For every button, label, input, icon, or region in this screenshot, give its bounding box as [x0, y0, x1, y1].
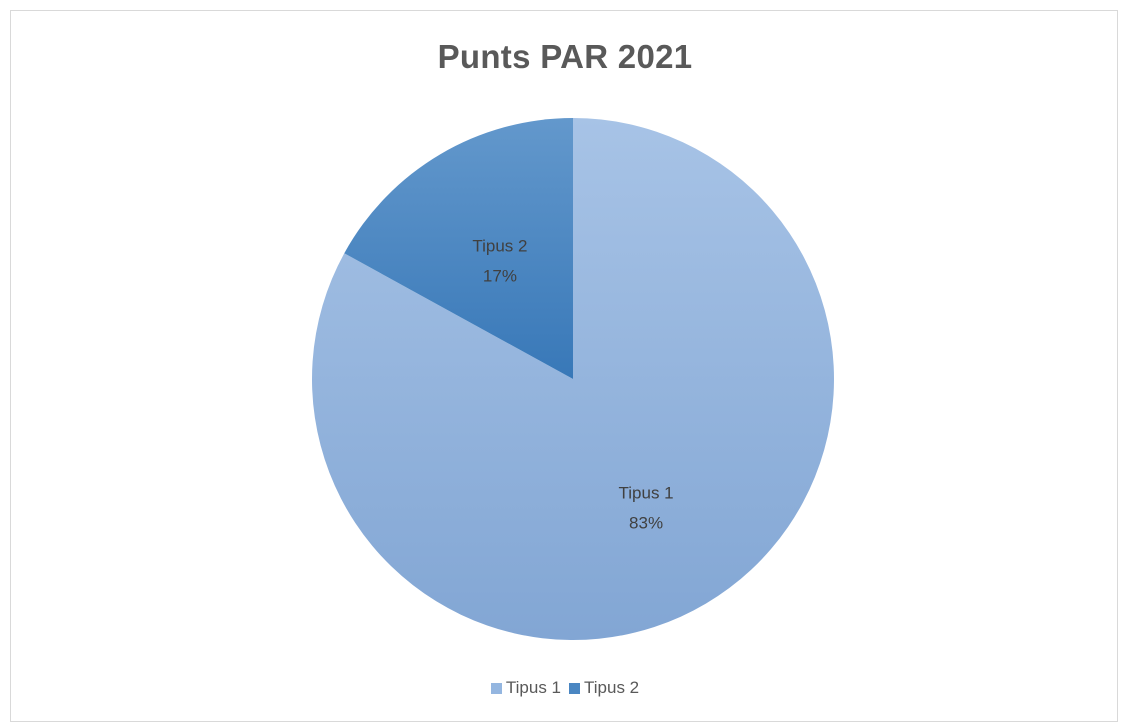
- data-label-percent-tipus-1: 83%: [629, 514, 663, 533]
- legend: Tipus 1 Tipus 2: [0, 678, 1130, 698]
- data-label-percent-tipus-2: 17%: [483, 266, 517, 285]
- data-label-name-tipus-2: Tipus 2: [472, 236, 527, 255]
- legend-label-tipus-2: Tipus 2: [584, 678, 640, 697]
- legend-item-tipus-2: Tipus 2: [569, 678, 639, 698]
- pie-slice-tipus-2: [344, 118, 573, 379]
- legend-swatch-tipus-1: [490, 682, 502, 694]
- legend-label-tipus-1: Tipus 1: [505, 678, 561, 697]
- legend-swatch-tipus-2: [569, 682, 580, 694]
- legend-item-tipus-1: Tipus 1: [490, 678, 561, 698]
- data-label-name-tipus-1: Tipus 1: [619, 484, 674, 503]
- chart-title: Punts PAR 2021: [437, 38, 693, 75]
